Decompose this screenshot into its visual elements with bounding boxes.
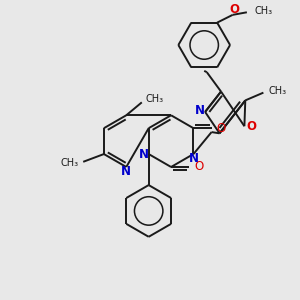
Text: CH₃: CH₃	[146, 94, 164, 103]
Text: N: N	[188, 152, 199, 165]
Text: N: N	[139, 148, 149, 160]
Text: O: O	[230, 3, 240, 16]
Text: O: O	[246, 120, 256, 133]
Text: O: O	[194, 160, 203, 173]
Text: N: N	[121, 165, 131, 178]
Text: O: O	[217, 122, 226, 135]
Text: N: N	[195, 103, 205, 116]
Text: CH₃: CH₃	[254, 6, 273, 16]
Text: CH₃: CH₃	[60, 158, 78, 168]
Text: CH₃: CH₃	[268, 86, 286, 96]
